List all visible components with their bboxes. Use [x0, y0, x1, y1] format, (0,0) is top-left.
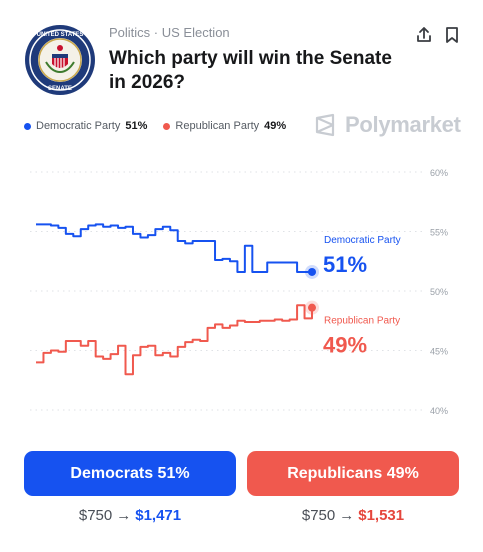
y-tick-label: 55% — [430, 228, 448, 238]
legend-item-democratic: Democratic Party 51% — [24, 120, 147, 132]
polymarket-brand: Polymarket — [313, 112, 461, 138]
legend-dot-republican — [163, 122, 171, 130]
page-title: Which party will win the Senate in 2026? — [109, 48, 392, 93]
payout-democrats: $750 → $1,471 — [24, 507, 236, 524]
legend-dot-democratic — [24, 122, 31, 130]
legend-label-democratic: Democratic Party — [36, 120, 121, 132]
y-tick-label: 50% — [430, 287, 448, 297]
democratic-series-line — [36, 223, 312, 273]
legend-value-republican: 49% — [264, 120, 287, 132]
bookmark-icon[interactable] — [442, 25, 462, 45]
republican-end-point — [308, 303, 316, 312]
y-tick-label: 45% — [430, 347, 448, 357]
svg-text:SENATE: SENATE — [48, 86, 72, 92]
svg-text:UNITED STATES: UNITED STATES — [37, 32, 84, 38]
democratic-end-label: Democratic Party — [324, 235, 401, 246]
buy-democrats-button[interactable]: Democrats 51% — [24, 451, 236, 496]
stake-amount: $750 — [78, 507, 113, 524]
brand-name: Polymarket — [345, 112, 461, 137]
legend-item-republican: Republican Party 49% — [163, 120, 286, 132]
y-tick-label: 60% — [430, 168, 448, 178]
market-header: UNITED STATES SENATE Politics · US Elect… — [24, 22, 464, 102]
payout-amount: $1,471 — [135, 507, 182, 524]
breadcrumb[interactable]: Politics · US Election — [109, 25, 230, 40]
arrow-icon: → — [116, 507, 132, 524]
democratic-end-point — [308, 267, 316, 276]
price-chart[interactable]: 60% 55% 50% 45% 40% Democratic Party 51% Republ… — [0, 160, 483, 430]
payout-amount: $1,531 — [358, 507, 405, 524]
legend-value-democratic: 51% — [125, 120, 148, 132]
arrow-icon: → — [339, 507, 355, 524]
democratic-end-value: 51% — [323, 252, 367, 277]
buy-republicans-button[interactable]: Republicans 49% — [247, 451, 459, 496]
republican-end-value: 49% — [323, 333, 367, 358]
polymarket-logo-icon — [315, 113, 335, 137]
republican-end-label: Republican Party — [324, 316, 400, 327]
stake-amount: $750 — [301, 507, 336, 524]
republican-series-line — [36, 304, 313, 376]
chart-legend: Democratic Party 51% Republican Party 49… — [24, 120, 296, 132]
senate-seal-icon: UNITED STATES SENATE — [25, 25, 95, 95]
y-tick-label: 40% — [430, 406, 448, 416]
legend-label-republican: Republican Party — [175, 120, 260, 132]
payout-republicans: $750 → $1,531 — [247, 507, 459, 524]
share-icon[interactable] — [414, 25, 434, 45]
